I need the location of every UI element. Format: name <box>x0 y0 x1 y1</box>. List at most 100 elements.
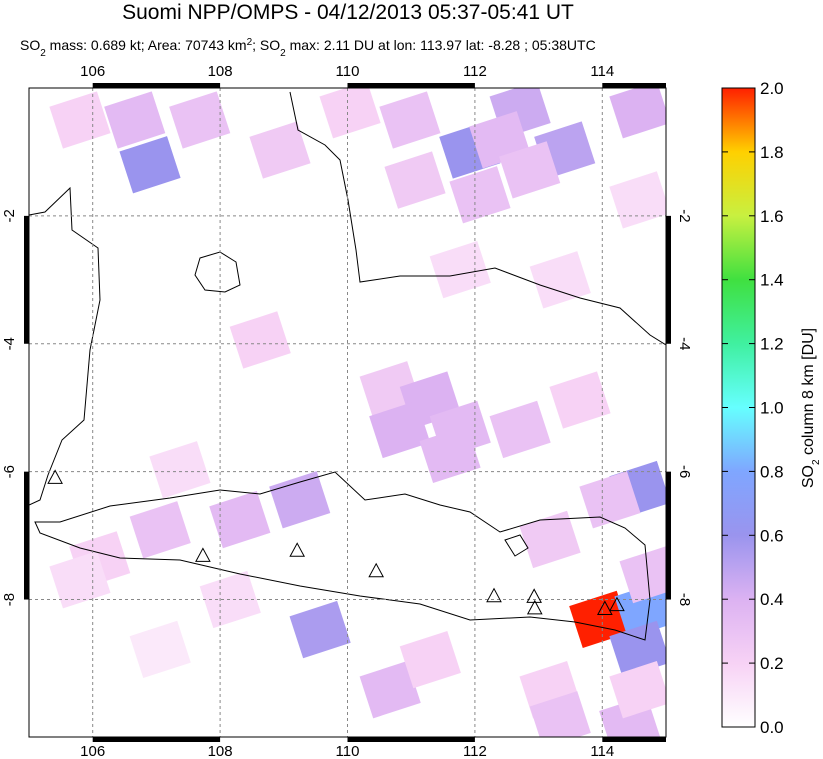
colorbar-label: SO2 column 8 km [DU] <box>800 328 822 488</box>
volcano <box>47 469 63 484</box>
so2-cell <box>249 121 311 179</box>
frame-bar <box>24 471 29 600</box>
colorbar-tick-label: 0.4 <box>760 590 784 609</box>
x-tick-label: 114 <box>590 743 614 759</box>
so2-cell <box>129 501 191 559</box>
coast-island <box>194 251 241 293</box>
colorbar-tick-label: 0.0 <box>760 718 784 737</box>
cell-layer <box>49 88 666 737</box>
x-tick-label: 112 <box>463 743 487 759</box>
so2-cell <box>269 471 331 529</box>
colorbar-tick-label: 0.6 <box>760 526 784 545</box>
so2-cell <box>609 88 666 139</box>
so2-cell <box>529 691 591 737</box>
so2-cell <box>549 371 611 429</box>
so2-cell <box>419 425 481 484</box>
volcano <box>289 542 306 557</box>
volcano <box>195 547 211 562</box>
volcano <box>368 562 385 578</box>
volcano-layer <box>47 469 625 615</box>
so2-cell <box>529 251 591 309</box>
volcano <box>526 599 543 615</box>
so2-cell <box>499 141 561 199</box>
so2-cell <box>519 510 581 569</box>
frame <box>24 83 671 742</box>
frame-bar <box>602 83 666 88</box>
volcano <box>609 596 625 612</box>
y-tick-label: -4 <box>676 337 693 350</box>
coast-borneo <box>289 91 666 346</box>
frame-bar <box>92 83 221 88</box>
text-part: ; SO <box>252 37 280 53</box>
so2-cell <box>119 136 181 194</box>
coastlines <box>29 91 666 641</box>
so2-cell <box>379 91 441 149</box>
subtitle: SO2 mass: 0.689 kt; Area: 70743 km2; SO2… <box>20 37 596 59</box>
coast-sumatra <box>29 186 101 506</box>
colorbar-tick-label: 1.8 <box>760 143 784 162</box>
text-part: 2 <box>280 48 286 59</box>
so2-cell <box>49 551 111 609</box>
x-tick-label: 108 <box>208 63 233 80</box>
text-part: max: 2.11 DU at lon: 113.97 lat: -8.28 ;… <box>286 37 596 53</box>
text-part: column 8 km [DU] <box>800 328 817 460</box>
x-tick-label: 110 <box>336 743 360 759</box>
so2-cell <box>369 400 431 459</box>
so2-cell <box>129 620 191 679</box>
colorbar-tick-label: 1.0 <box>760 399 784 418</box>
x-tick-label: 114 <box>590 63 614 80</box>
text-part: 2 <box>247 37 253 48</box>
so2-cell <box>209 490 271 549</box>
x-tick-label: 106 <box>80 63 105 80</box>
so2-cell <box>619 545 666 604</box>
grid <box>29 88 666 737</box>
so2-cell <box>49 91 111 149</box>
frame-bar <box>347 83 475 88</box>
so2-cell <box>609 661 666 719</box>
x-tick-label: 110 <box>336 63 360 80</box>
colorbar-ticks: 0.0 0.2 0.4 0.6 0.8 1.0 1.2 1.4 1.6 1.8 2.0 <box>722 79 784 737</box>
frame-bar <box>602 737 666 742</box>
colorbar-tick-label: 1.4 <box>760 271 784 290</box>
plot-border <box>28 87 667 738</box>
coast-madura <box>504 534 529 557</box>
colorbar-tick-label: 0.2 <box>760 654 784 673</box>
text-part: 2 <box>40 48 46 59</box>
y-tick-label: -2 <box>1 209 18 222</box>
text-part: SO <box>20 37 40 53</box>
so2-cell <box>489 400 551 459</box>
text-part: 2 <box>811 459 822 465</box>
so2-cell <box>384 151 446 209</box>
so2-cell <box>229 311 291 369</box>
so2-cell <box>169 91 231 149</box>
y-tick-label: -2 <box>676 209 693 222</box>
y-tick-label: -6 <box>676 465 693 478</box>
text-part: mass: 0.689 kt; Area: 70743 km <box>46 37 247 53</box>
colorbar-tick-label: 2.0 <box>760 79 784 98</box>
volcano <box>486 587 502 603</box>
so2-cell <box>199 570 261 629</box>
so2-cell <box>449 166 511 224</box>
y-tick-label: -6 <box>1 465 18 478</box>
colorbar-tick-label: 0.8 <box>760 462 784 481</box>
coast-java <box>34 471 651 641</box>
colorbar-tick-label: 1.6 <box>760 207 784 226</box>
volcano <box>597 600 613 615</box>
x-tick-label: 106 <box>80 743 105 759</box>
x-tick-label: 112 <box>463 63 487 80</box>
so2-cell <box>399 630 461 689</box>
y-tick-label: -8 <box>1 593 18 606</box>
x-tick-label: 108 <box>208 743 233 759</box>
so2-cell <box>579 471 641 529</box>
so2-cell <box>289 600 351 659</box>
so2-cell <box>359 661 421 719</box>
so2-cell <box>104 91 166 149</box>
frame-bar <box>666 215 671 344</box>
y-tick-label: -8 <box>676 593 693 606</box>
so2-cell <box>429 240 491 299</box>
so2-cell <box>569 590 631 648</box>
so2-cell <box>609 171 666 229</box>
y-tick-label: -4 <box>1 337 18 350</box>
frame-bar <box>24 215 29 344</box>
